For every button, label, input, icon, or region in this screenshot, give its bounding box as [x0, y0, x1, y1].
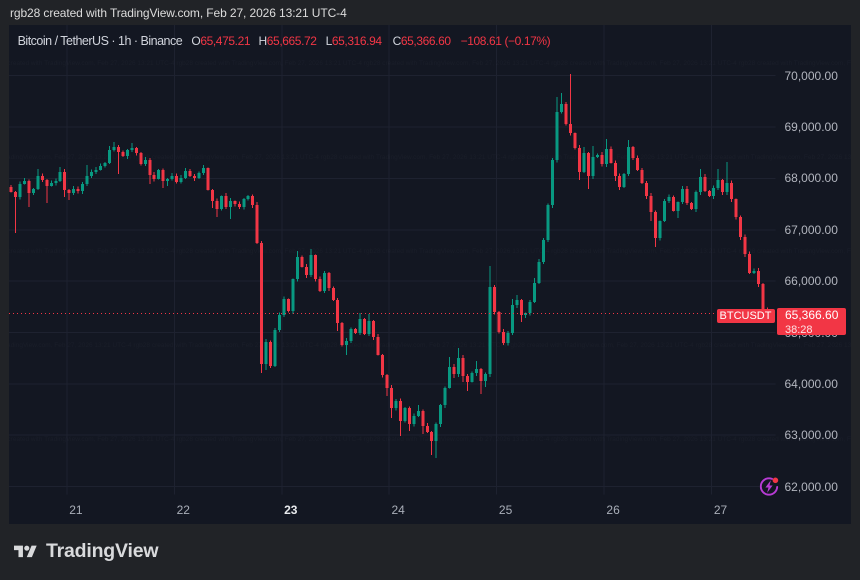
svg-text:rgb28 created with TradingView: rgb28 created with TradingView.com, Feb …: [9, 248, 851, 255]
svg-text:rgb28 created with TradingView: rgb28 created with TradingView.com, Feb …: [9, 154, 851, 161]
svg-text:rgb28 created with TradingView: rgb28 created with TradingView.com, Feb …: [9, 436, 851, 443]
svg-text:rgb28 created with TradingView: rgb28 created with TradingView.com, Feb …: [9, 60, 851, 67]
svg-text:rgb28 created with TradingView: rgb28 created with TradingView.com, Feb …: [9, 342, 851, 349]
